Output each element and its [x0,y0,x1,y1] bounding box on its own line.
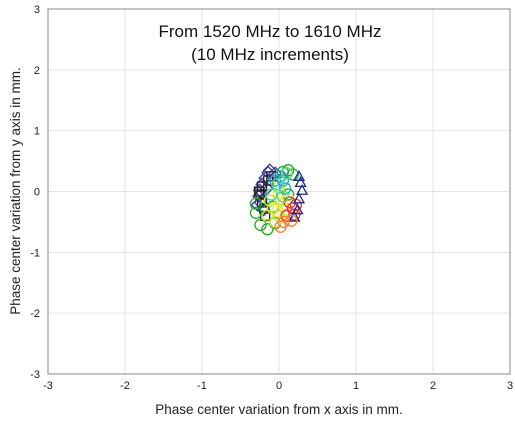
data-point [253,186,265,197]
data-point [286,168,300,181]
x-tick-label: 2 [430,380,436,392]
y-tick-label: -1 [30,247,40,259]
data-point [254,218,267,232]
data-point [256,197,268,208]
data-point [292,169,306,181]
data-point [280,167,293,180]
y-tick-labels: 3 2 1 0 -1 -2 -3 [30,4,40,381]
y-axis-label: Phase center variation from y axis in mm… [8,67,23,315]
y-tick-label: 2 [34,65,40,77]
data-point [274,220,287,233]
x-tick-label: -1 [197,380,207,392]
x-tick-label: -3 [43,380,53,392]
x-tick-label: -2 [120,380,130,392]
data-point [249,197,263,210]
data-point [261,223,274,236]
x-tick-label: 3 [507,380,513,392]
data-point [272,186,286,199]
annotation-line-2: (10 MHz increments) [191,45,349,64]
data-point [249,206,263,219]
data-point [261,209,274,222]
plot-area [47,8,511,375]
y-tick-label: -2 [30,308,40,320]
data-point [255,189,266,200]
data-point [285,214,298,227]
y-tick-label: 0 [34,187,40,199]
data-point [282,188,295,201]
y-tick-label: -3 [30,369,40,381]
x-tick-labels: -3 -2 -1 0 1 2 3 [43,380,513,392]
data-point [295,183,309,195]
data-point [265,188,278,201]
data-point [288,210,301,222]
data-point [276,190,290,203]
x-tick-label: 0 [276,380,282,392]
frequency-annotation: From 1520 MHz to 1610 MHz (10 MHz increm… [159,22,382,64]
data-point [271,178,284,191]
data-point [268,174,282,187]
data-point [266,171,277,182]
x-axis-label: Phase center variation from x axis in mm… [155,402,403,417]
data-point [294,176,307,188]
data-points [249,163,309,236]
annotation-line-1: From 1520 MHz to 1610 MHz [159,22,382,41]
data-point [292,192,306,204]
y-tick-label: 1 [34,126,40,138]
x-tick-label: 1 [353,380,359,392]
data-point [279,182,292,195]
y-tick-label: 3 [34,4,40,16]
data-point [291,203,304,215]
